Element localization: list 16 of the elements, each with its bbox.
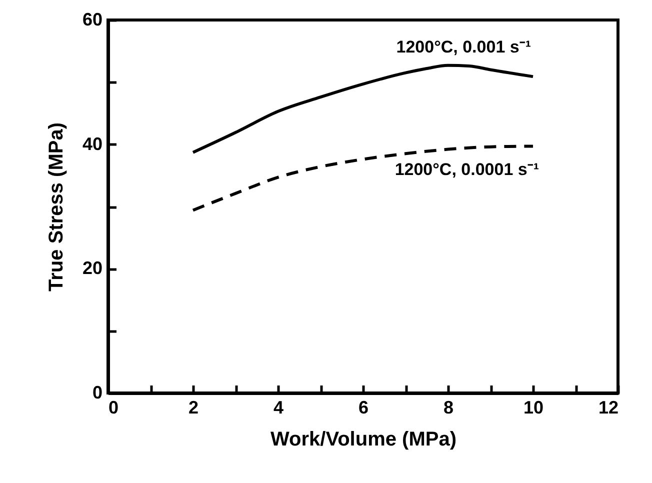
y-tick-label: 20 xyxy=(82,258,102,278)
y-axis-title: True Stress (MPa) xyxy=(45,122,68,292)
series-label: 1200°C, 0.0001 s⁻¹ xyxy=(394,160,540,180)
series-label: 1200°C, 0.001 s⁻¹ xyxy=(396,38,532,57)
x-tick-label: 10 xyxy=(523,398,544,418)
x-tick-label: 4 xyxy=(273,398,284,418)
x-tick-label: 2 xyxy=(188,398,199,418)
x-axis-title: Work/Volume (MPa) xyxy=(270,428,456,450)
y-tick-label: 40 xyxy=(82,134,102,154)
x-tick-label: 0 xyxy=(108,398,119,418)
x-tick-label: 12 xyxy=(598,398,618,418)
line-series xyxy=(192,64,534,154)
x-tick-label: 8 xyxy=(443,398,454,418)
y-tick-label: 0 xyxy=(92,382,102,402)
x-tick-label: 6 xyxy=(358,398,369,418)
y-tick-label: 60 xyxy=(82,10,102,30)
